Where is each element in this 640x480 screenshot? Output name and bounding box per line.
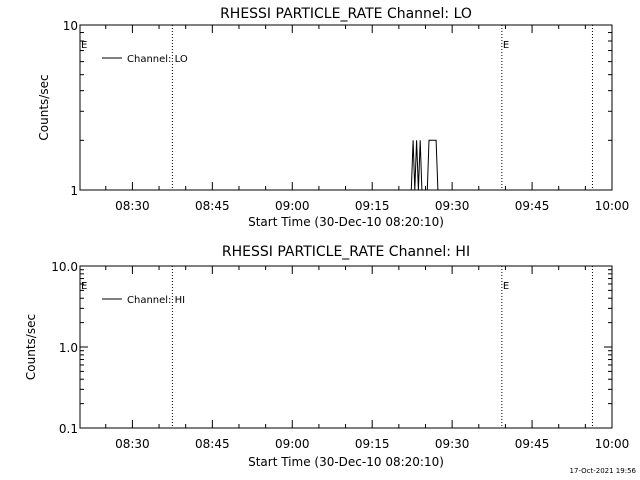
hi-channel-panel: RHESSI PARTICLE_RATE Channel: HI 0.1 1.0 10… — [24, 244, 629, 469]
x-tick-label: 09:30 — [435, 437, 470, 451]
x-tick-label: 09:00 — [275, 199, 310, 213]
legend-label: Channel: LO — [127, 54, 188, 65]
x-axis-label: Start Time (30-Dec-10 08:20:10) — [248, 455, 444, 469]
y-tick-label: 10 — [63, 19, 78, 33]
chart-title: RHESSI PARTICLE_RATE Channel: LO — [220, 6, 472, 22]
x-tick-label: 09:45 — [515, 437, 550, 451]
x-tick-label: 09:00 — [275, 437, 310, 451]
x-tick-label: 08:45 — [195, 437, 230, 451]
plot-frame — [79, 24, 613, 191]
y-tick-label: 0.1 — [59, 422, 78, 436]
x-tick-label: 10:00 — [595, 437, 630, 451]
x-tick-label: 08:30 — [115, 199, 150, 213]
x-tick-label: 08:30 — [115, 437, 150, 451]
x-tick-label: 10:00 — [595, 199, 630, 213]
y-tick-label: 1 — [70, 184, 78, 198]
left-edge-marker: E — [81, 281, 87, 292]
event-line-label: E — [503, 40, 509, 51]
y-axis-label: Counts/sec — [37, 74, 51, 140]
lo-channel-panel: RHESSI PARTICLE_RATE Channel: LO 1 10 08:30… — [37, 6, 629, 229]
x-tick-label: 08:45 — [195, 199, 230, 213]
x-axis-label: Start Time (30-Dec-10 08:20:10) — [248, 215, 444, 229]
x-tick-label: 09:30 — [435, 199, 470, 213]
event-line-label: E — [503, 281, 509, 292]
left-edge-marker: E — [81, 40, 87, 51]
series-line — [410, 139, 439, 191]
legend-label: Channel: HI — [127, 295, 185, 306]
chart-title: RHESSI PARTICLE_RATE Channel: HI — [222, 244, 470, 260]
y-tick-label: 1.0 — [59, 341, 78, 355]
y-tick-label: 10.0 — [51, 260, 78, 274]
x-tick-label: 09:45 — [515, 199, 550, 213]
plot-frame — [79, 265, 613, 429]
x-tick-label: 09:15 — [355, 199, 390, 213]
y-axis-label: Counts/sec — [24, 314, 38, 380]
plot-timestamp: 17-Oct-2021 19:56 — [570, 467, 637, 475]
x-tick-label: 09:15 — [355, 437, 390, 451]
